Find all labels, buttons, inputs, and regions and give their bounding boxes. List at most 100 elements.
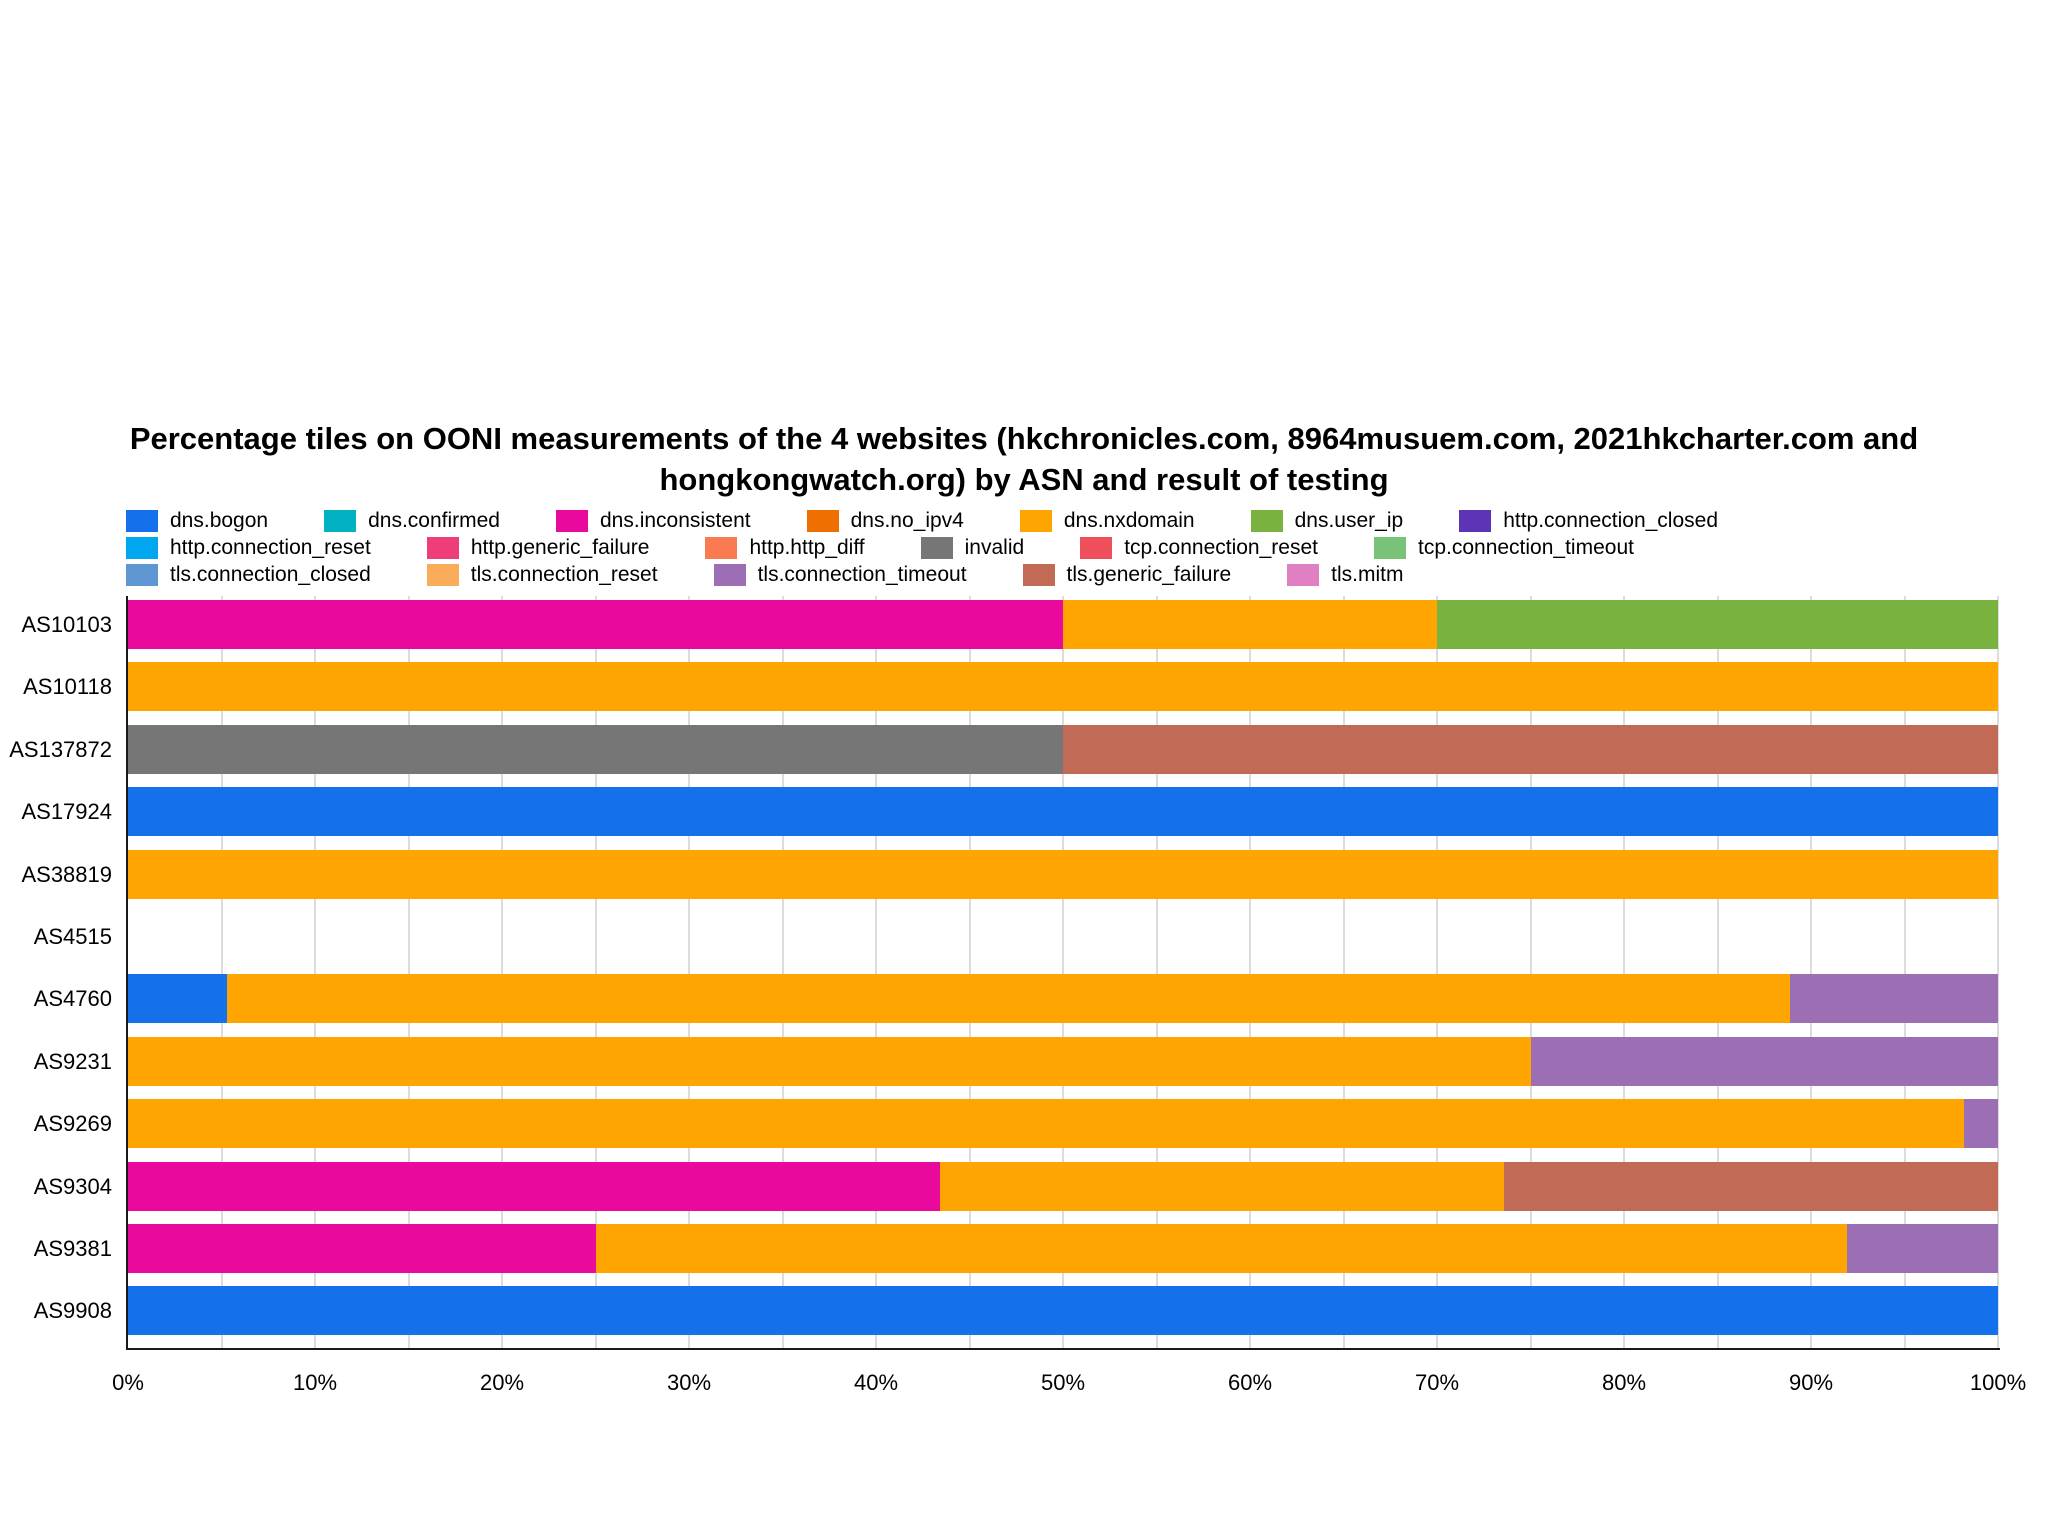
legend-item: dns.no_ipv4 [806, 509, 964, 533]
legend-item: tls.connection_closed [126, 563, 371, 587]
bar-row [128, 974, 1998, 1024]
bar-row [128, 1224, 1998, 1273]
legend-item: dns.inconsistent [556, 509, 751, 533]
x-tick-label: 40% [853, 1370, 899, 1395]
legend-swatch [426, 536, 459, 559]
gridline [1062, 596, 1064, 1348]
legend-swatch [556, 509, 588, 532]
bar-segment [939, 1161, 1505, 1211]
x-axis-tick-labels: 0% 10% 20% 30% 40% 50% 60% 70% 80% 90% 100% [112, 1368, 2026, 1398]
legend-label: tcp.connection_reset [1124, 535, 1318, 559]
bar-segment [1846, 1224, 1998, 1273]
legend-row: http.connection_reset http.generic_failur… [126, 534, 1718, 561]
gridline [1342, 596, 1345, 1348]
bar-segment [1063, 600, 1437, 649]
y-axis-label: AS10103 [21, 612, 112, 637]
x-tick-label: 70% [1414, 1370, 1460, 1395]
bar-segment [1964, 1099, 1998, 1149]
legend-label: dns.confirmed [368, 508, 500, 532]
legend-swatch [126, 536, 158, 559]
legend-swatch [1080, 536, 1113, 559]
bar-segment [128, 974, 228, 1024]
gridline [594, 596, 597, 1348]
plot-area [126, 596, 2000, 1350]
bar-segment [128, 1224, 596, 1273]
legend-item: dns.bogon [126, 509, 268, 533]
legend-swatch [1022, 563, 1055, 586]
bar-segment [1504, 1161, 1998, 1211]
bar-segment [128, 724, 1063, 774]
gridline [1997, 596, 1999, 1348]
x-tick-label: 20% [479, 1370, 525, 1395]
legend-item: dns.confirmed [324, 509, 500, 533]
y-axis-label: AS4515 [33, 924, 112, 949]
gridline [875, 596, 877, 1348]
x-tick-label: 0% [112, 1370, 144, 1395]
chart-title: Percentage tiles on OONI measurements of… [0, 418, 2048, 500]
bar-segment [1437, 600, 1998, 649]
chart-title-line1: Percentage tiles on OONI measurements of… [129, 421, 1919, 456]
y-axis-label: AS9908 [33, 1298, 112, 1324]
legend-item: http.http_diff [705, 535, 865, 560]
bar-segment [128, 600, 1063, 649]
bar-row [128, 912, 1998, 961]
legend-swatch [705, 536, 738, 559]
bar-row [128, 1161, 1998, 1211]
legend-label: http.http_diff [749, 535, 865, 559]
gridline [501, 596, 503, 1348]
legend-label: dns.inconsistent [600, 508, 751, 532]
legend-item: tcp.connection_reset [1080, 536, 1318, 560]
y-axis-label: AS9269 [33, 1111, 112, 1137]
legend-label: tcp.connection_timeout [1417, 535, 1634, 559]
gridline [1903, 596, 1906, 1348]
legend-label: tls.connection_reset [470, 562, 658, 586]
x-tick-label: 100% [1969, 1370, 2027, 1395]
legend-item: dns.user_ip [1250, 508, 1404, 533]
legend-label: tls.mitm [1331, 562, 1404, 586]
bar-segment [128, 787, 1998, 837]
x-tick-label: 10% [292, 1370, 338, 1395]
gridline [781, 596, 784, 1348]
bar-segment [227, 974, 1791, 1024]
gridline [1436, 596, 1438, 1348]
bar-segment [595, 1224, 1847, 1273]
gridline [1810, 596, 1812, 1348]
y-axis-label: AS17924 [21, 799, 112, 825]
legend-item: tls.connection_reset [426, 562, 658, 587]
bar-segment [1063, 724, 1998, 774]
legend: dns.bogon dns.confirmed dns.inconsistent dn… [126, 507, 1718, 588]
bar-segment [128, 1161, 940, 1211]
bar-row [128, 787, 1998, 837]
legend-item: dns.nxdomain [1019, 509, 1195, 533]
bar-row [128, 662, 1998, 712]
gridline [1716, 596, 1719, 1348]
legend-item: http.connection_reset [126, 536, 371, 560]
x-tick-label: 80% [1601, 1370, 1647, 1395]
legend-label: http.connection_reset [170, 535, 371, 559]
x-tick-label: 50% [1040, 1370, 1086, 1395]
bar-segment [1790, 974, 1998, 1024]
y-axis-label: AS10118 [23, 674, 112, 700]
legend-item: tls.connection_timeout [713, 562, 967, 587]
gridline [314, 596, 316, 1348]
legend-item: http.generic_failure [426, 536, 649, 560]
bar-segment [128, 662, 1998, 712]
legend-label: tls.connection_timeout [757, 562, 967, 586]
bar-segment [1530, 1036, 1998, 1086]
legend-swatch [126, 563, 158, 586]
legend-item: tcp.connection_timeout [1373, 535, 1634, 560]
bar-row [128, 849, 1998, 899]
legend-label: tls.connection_closed [170, 562, 371, 586]
legend-label: dns.user_ip [1294, 508, 1404, 532]
legend-swatch [126, 509, 158, 532]
legend-label: http.connection_closed [1503, 508, 1719, 532]
legend-item: tls.mitm [1287, 563, 1403, 587]
gridline [220, 596, 223, 1348]
legend-item: invalid [920, 536, 1024, 560]
chart-title-line2: hongkongwatch.org) by ASN and result of … [659, 462, 1389, 497]
bar-row [128, 1099, 1998, 1149]
x-tick-label: 30% [666, 1370, 712, 1395]
gridline [1155, 596, 1158, 1348]
y-axis-label: AS137872 [9, 736, 112, 762]
